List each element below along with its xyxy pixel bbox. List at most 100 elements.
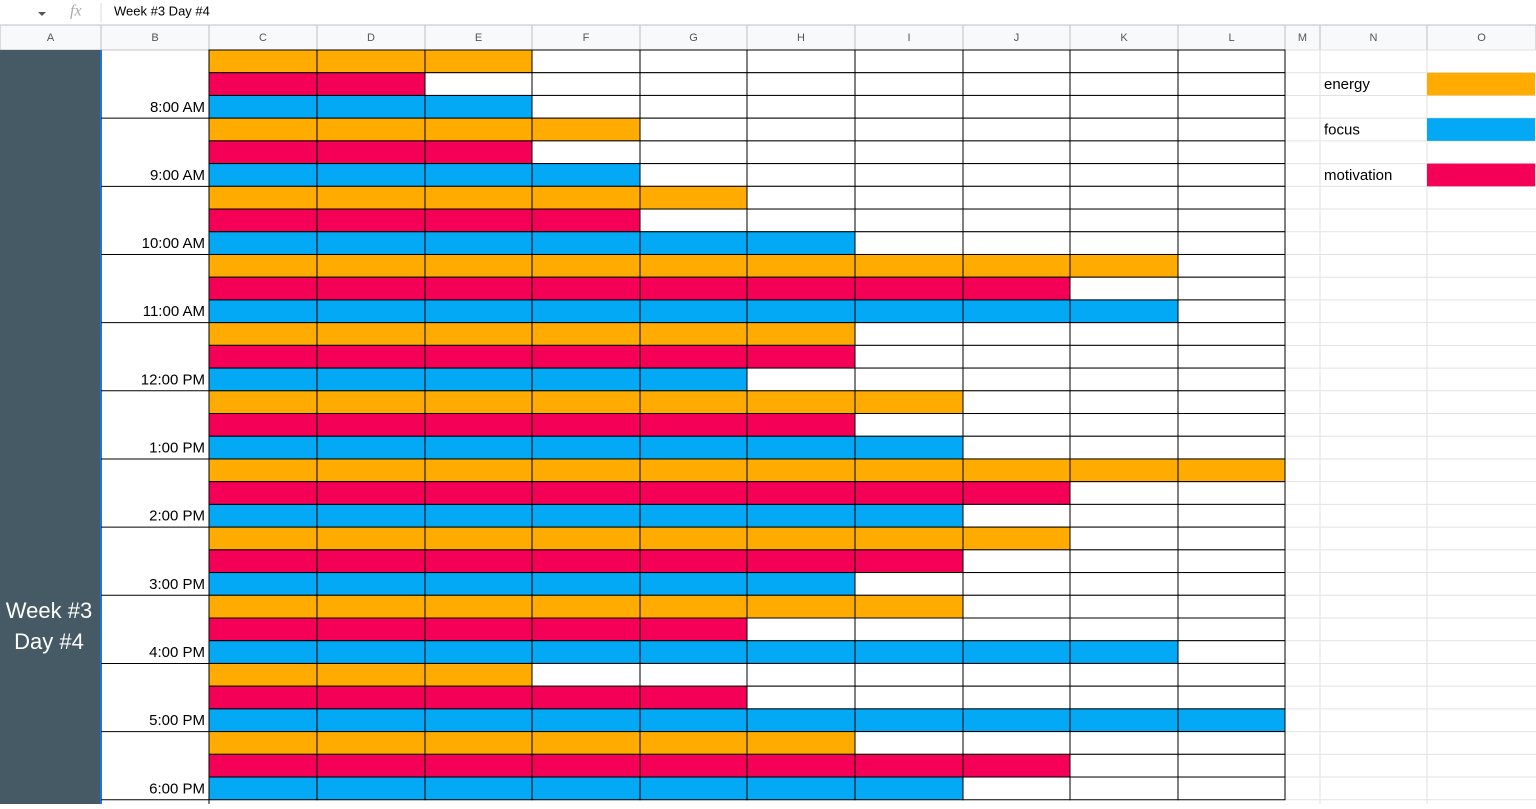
filled-cell[interactable] — [316, 344, 426, 369]
filled-cell[interactable] — [424, 276, 533, 301]
filled-cell[interactable] — [639, 367, 748, 392]
filled-cell[interactable] — [639, 594, 748, 619]
filled-cell[interactable] — [208, 49, 318, 74]
empty-cell[interactable] — [639, 140, 748, 165]
empty-cell[interactable] — [854, 322, 964, 346]
filled-cell[interactable] — [854, 299, 964, 324]
filled-cell[interactable] — [531, 572, 641, 596]
empty-cell[interactable] — [1069, 367, 1179, 392]
filled-cell[interactable] — [1177, 458, 1286, 483]
filled-cell[interactable] — [424, 163, 533, 187]
filled-cell[interactable] — [208, 526, 318, 551]
filled-cell[interactable] — [854, 526, 964, 551]
column-header[interactable]: I — [907, 32, 910, 44]
filled-cell[interactable] — [424, 185, 533, 210]
legend-label[interactable]: motivation — [1324, 167, 1392, 184]
filled-cell[interactable] — [208, 731, 318, 755]
empty-cell[interactable] — [1069, 731, 1179, 755]
time-label[interactable]: 5:00 PM — [149, 712, 205, 729]
filled-cell[interactable] — [746, 776, 856, 801]
empty-cell[interactable] — [962, 49, 1071, 74]
empty-cell[interactable] — [639, 208, 748, 233]
filled-cell[interactable] — [962, 526, 1071, 551]
empty-cell[interactable] — [746, 117, 856, 142]
empty-cell[interactable] — [962, 549, 1071, 574]
filled-cell[interactable] — [208, 708, 318, 733]
empty-cell[interactable] — [1177, 117, 1286, 142]
filled-cell[interactable] — [531, 390, 641, 415]
filled-cell[interactable] — [639, 640, 748, 664]
empty-cell[interactable] — [1177, 185, 1286, 210]
filled-cell[interactable] — [424, 94, 533, 119]
empty-cell[interactable] — [962, 208, 1071, 233]
column-header[interactable]: K — [1120, 32, 1128, 44]
empty-cell[interactable] — [962, 344, 1071, 369]
empty-cell[interactable] — [746, 94, 856, 119]
filled-cell[interactable] — [639, 231, 748, 255]
filled-cell[interactable] — [316, 322, 426, 346]
empty-cell[interactable] — [424, 72, 533, 96]
filled-cell[interactable] — [1069, 299, 1179, 324]
filled-cell[interactable] — [639, 435, 748, 460]
empty-cell[interactable] — [854, 572, 964, 596]
filled-cell[interactable] — [746, 753, 856, 778]
empty-cell[interactable] — [1177, 276, 1286, 301]
filled-cell[interactable] — [639, 617, 748, 642]
empty-cell[interactable] — [962, 322, 1071, 346]
filled-cell[interactable] — [531, 299, 641, 324]
filled-cell[interactable] — [531, 685, 641, 710]
filled-cell[interactable] — [316, 572, 426, 596]
filled-cell[interactable] — [854, 549, 964, 574]
empty-cell[interactable] — [746, 685, 856, 710]
filled-cell[interactable] — [208, 231, 318, 255]
empty-cell[interactable] — [962, 185, 1071, 210]
empty-cell[interactable] — [1069, 617, 1179, 642]
empty-cell[interactable] — [1069, 753, 1179, 778]
filled-cell[interactable] — [639, 458, 748, 483]
filled-cell[interactable] — [208, 753, 318, 778]
filled-cell[interactable] — [854, 708, 964, 733]
filled-cell[interactable] — [746, 481, 856, 505]
filled-cell[interactable] — [208, 72, 318, 96]
filled-cell[interactable] — [424, 594, 533, 619]
filled-cell[interactable] — [639, 276, 748, 301]
filled-cell[interactable] — [639, 481, 748, 505]
filled-cell[interactable] — [746, 299, 856, 324]
filled-cell[interactable] — [746, 731, 856, 755]
empty-cell[interactable] — [962, 94, 1071, 119]
filled-cell[interactable] — [639, 731, 748, 755]
filled-cell[interactable] — [424, 344, 533, 369]
legend-label[interactable]: energy — [1324, 76, 1370, 93]
empty-cell[interactable] — [962, 572, 1071, 596]
filled-cell[interactable] — [962, 640, 1071, 664]
filled-cell[interactable] — [1069, 640, 1179, 664]
filled-cell[interactable] — [208, 481, 318, 505]
filled-cell[interactable] — [962, 276, 1071, 301]
filled-cell[interactable] — [424, 322, 533, 346]
filled-cell[interactable] — [531, 322, 641, 346]
empty-cell[interactable] — [639, 94, 748, 119]
filled-cell[interactable] — [531, 776, 641, 801]
empty-cell[interactable] — [1177, 163, 1286, 187]
empty-cell[interactable] — [639, 662, 748, 687]
empty-cell[interactable] — [1069, 94, 1179, 119]
filled-cell[interactable] — [424, 617, 533, 642]
filled-cell[interactable] — [424, 776, 533, 801]
empty-cell[interactable] — [1177, 776, 1286, 801]
filled-cell[interactable] — [746, 413, 856, 437]
filled-cell[interactable] — [531, 231, 641, 255]
filled-cell[interactable] — [316, 481, 426, 505]
empty-cell[interactable] — [1069, 185, 1179, 210]
empty-cell[interactable] — [746, 140, 856, 165]
column-header[interactable]: J — [1014, 32, 1020, 44]
filled-cell[interactable] — [639, 685, 748, 710]
filled-cell[interactable] — [208, 640, 318, 664]
empty-cell[interactable] — [1069, 549, 1179, 574]
time-label[interactable]: 11:00 AM — [143, 303, 205, 320]
empty-cell[interactable] — [854, 617, 964, 642]
filled-cell[interactable] — [531, 435, 641, 460]
filled-cell[interactable] — [316, 435, 426, 460]
time-label[interactable]: 8:00 AM — [150, 99, 205, 116]
filled-cell[interactable] — [424, 413, 533, 437]
filled-cell[interactable] — [316, 163, 426, 187]
